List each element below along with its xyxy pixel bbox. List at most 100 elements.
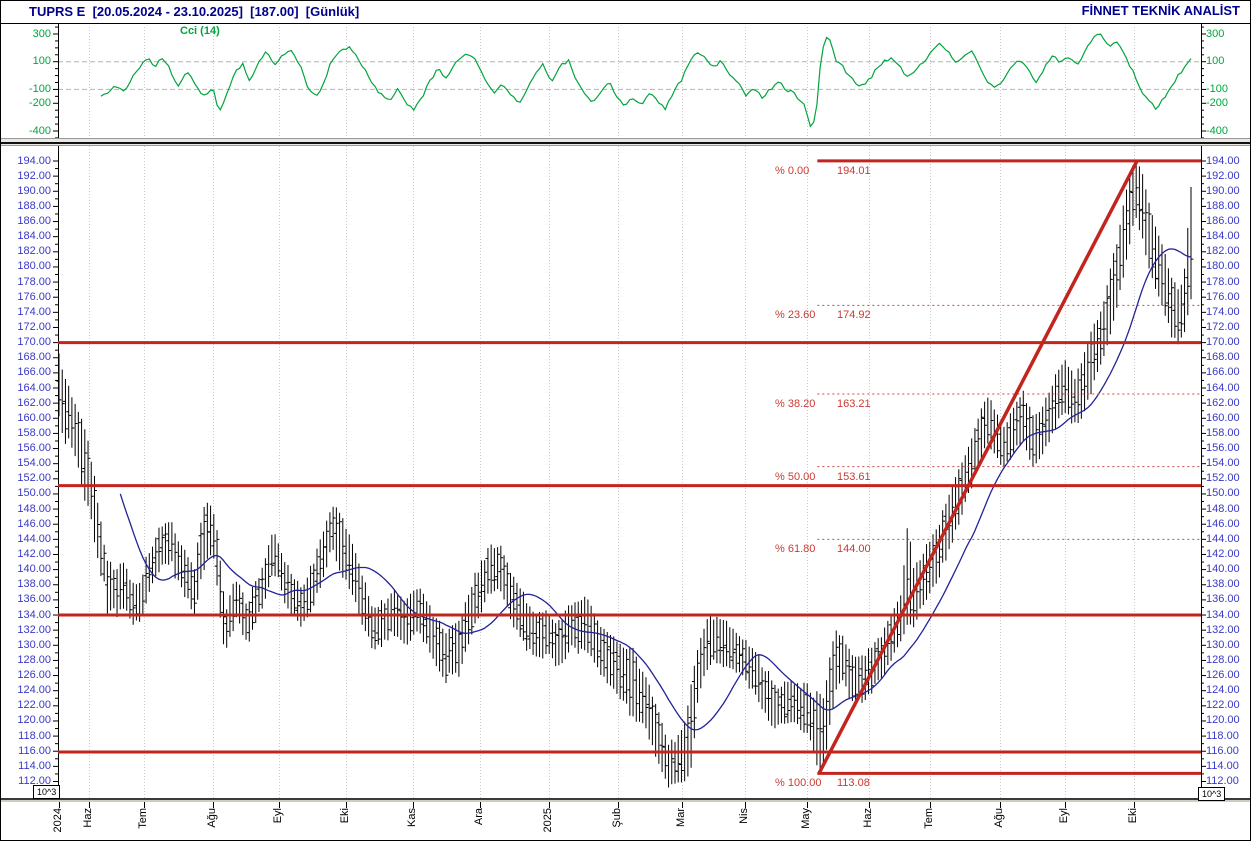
- x-axis-tick: [1065, 802, 1066, 808]
- price-axis-label-right: 116.00: [1206, 744, 1239, 757]
- cci-axis-label-left: 300: [32, 27, 51, 40]
- price-axis-label-right: 190.00: [1206, 184, 1240, 197]
- x-axis-month-label: Tem: [137, 808, 149, 829]
- price-axis-label-right: 160.00: [1206, 411, 1240, 424]
- price-axis-label-left: 182.00: [17, 245, 51, 258]
- price-axis-label-left: 112.00: [18, 774, 51, 787]
- price-axis-label-right: 150.00: [1206, 487, 1240, 500]
- price-axis-label-left: 126.00: [17, 669, 51, 682]
- x-axis-month-label: Mar: [675, 808, 687, 827]
- brand-title: FİNNET TEKNİK ANALİST: [1081, 3, 1240, 18]
- fib-level-row: % 50.00 153.61: [775, 470, 871, 483]
- price-axis-label-right: 154.00: [1206, 457, 1240, 470]
- x-axis-month-label: Eyl: [272, 808, 284, 824]
- price-axis-label-left: 116.00: [18, 744, 51, 757]
- price-axis-label-left: 184.00: [17, 230, 51, 243]
- x-axis-month-label: Ağu: [206, 808, 218, 828]
- price-axis-label-right: 136.00: [1206, 593, 1240, 606]
- price-axis-label-left: 134.00: [17, 608, 51, 621]
- price-axis-label-left: 156.00: [17, 442, 51, 455]
- x-axis-month-label: Ağu: [993, 808, 1005, 828]
- fib-level-row: % 100.00 113.08: [775, 777, 870, 790]
- price-axis-label-right: 144.00: [1206, 532, 1240, 545]
- price-axis-label-right: 180.00: [1206, 260, 1240, 273]
- price-axis-label-left: 128.00: [17, 653, 51, 666]
- price-axis-label-left: 154.00: [17, 457, 51, 470]
- x-axis-month-label: Eyl: [1058, 808, 1070, 824]
- cci-line: [100, 33, 1192, 128]
- price-axis-label-left: 168.00: [17, 351, 51, 364]
- price-axis-label-right: 128.00: [1206, 653, 1240, 666]
- fib-percent-label: % 50.00: [775, 470, 816, 483]
- price-axis-label-left: 130.00: [17, 638, 51, 651]
- x-axis-month-label: Şub: [611, 808, 623, 828]
- fib-level-row: % 61.80 144.00: [775, 543, 871, 556]
- fib-percent-label: % 100.00: [775, 777, 822, 790]
- cci-axis-label-left: -100: [28, 82, 51, 95]
- price-axis-label-right: 130.00: [1206, 638, 1240, 651]
- fib-level-row: % 23.60 174.92: [775, 309, 871, 322]
- price-axis-label-right: 166.00: [1206, 366, 1240, 379]
- fib-percent-label: % 23.60: [775, 309, 816, 322]
- x-axis-tick: [213, 802, 214, 808]
- price-axis-label-left: 144.00: [17, 532, 51, 545]
- x-axis-tick: [144, 802, 145, 808]
- price-axis-label-left: 132.00: [17, 623, 51, 636]
- x-axis-tick: [279, 802, 280, 808]
- price-axis-label-left: 150.00: [17, 487, 51, 500]
- fib-value-label: 174.92: [837, 309, 871, 322]
- price-axis-label-left: 188.00: [17, 199, 51, 212]
- x-axis-month-label: Nis: [738, 808, 750, 824]
- x-axis-month-label: May: [800, 808, 812, 829]
- x-axis-tick: [930, 802, 931, 808]
- trend-line[interactable]: [817, 160, 1139, 775]
- price-axis-label-left: 148.00: [17, 502, 51, 515]
- price-axis-label-right: 122.00: [1206, 699, 1240, 712]
- fib-value-label: 194.01: [837, 164, 871, 177]
- price-axis-label-left: 136.00: [17, 593, 51, 606]
- x-axis-tick: [1134, 802, 1135, 808]
- cci-axis-label-left: 100: [32, 55, 51, 68]
- fib-value-label: 144.00: [837, 543, 871, 556]
- price-axis-label-right: 178.00: [1206, 275, 1240, 288]
- fib-level-row: % 0.00 194.01: [775, 164, 871, 177]
- price-axis-label-left: 140.00: [17, 563, 51, 576]
- cci-axis-label-right: 300: [1206, 27, 1225, 40]
- instrument-title: TUPRS E [20.05.2024 - 23.10.2025] [187.0…: [29, 4, 360, 19]
- price-axis-label-right: 170.00: [1206, 336, 1240, 349]
- moving-average-line: [119, 248, 1192, 731]
- price-axis-label-right: 194.00: [1206, 154, 1240, 167]
- x-axis-tick: [59, 802, 60, 808]
- price-bars: [56, 161, 1194, 788]
- price-axis-label-right: 182.00: [1206, 245, 1240, 258]
- price-axis-label-left: 118.00: [18, 729, 51, 742]
- price-axis-label-left: 180.00: [17, 260, 51, 273]
- price-axis-label-right: 164.00: [1206, 381, 1240, 394]
- fib-percent-label: % 0.00: [775, 164, 810, 177]
- price-axis-label-right: 152.00: [1206, 472, 1240, 485]
- x-axis-month-label: Eki: [339, 808, 351, 824]
- price-axis-label-right: 146.00: [1206, 517, 1240, 530]
- x-axis-month-label: Ara: [473, 808, 485, 826]
- x-axis-border: [1, 798, 1250, 802]
- price-axis-label-right: 114.00: [1206, 759, 1239, 772]
- cci-indicator-label: Cci (14): [180, 25, 220, 37]
- price-axis-label-left: 160.00: [17, 411, 51, 424]
- price-axis-label-right: 148.00: [1206, 502, 1240, 515]
- panel-splitter[interactable]: [1, 138, 1250, 146]
- cci-axis-label-right: -100: [1206, 82, 1229, 95]
- price-axis-label-left: 170.00: [17, 336, 51, 349]
- price-axis-label-right: 186.00: [1206, 215, 1240, 228]
- x-axis-tick: [807, 802, 808, 808]
- fib-percent-label: % 61.80: [775, 543, 816, 556]
- price-axis-label-right: 126.00: [1206, 669, 1240, 682]
- x-axis-tick: [745, 802, 746, 808]
- cci-axis-label-right: -400: [1206, 124, 1229, 137]
- fib-value-label: 113.08: [837, 777, 870, 790]
- price-axis-label-right: 172.00: [1206, 320, 1240, 333]
- price-axis-label-left: 122.00: [17, 699, 51, 712]
- x-axis-tick: [480, 802, 481, 808]
- price-axis-label-right: 192.00: [1206, 169, 1240, 182]
- fib-level-row: % 38.20 163.21: [775, 398, 871, 410]
